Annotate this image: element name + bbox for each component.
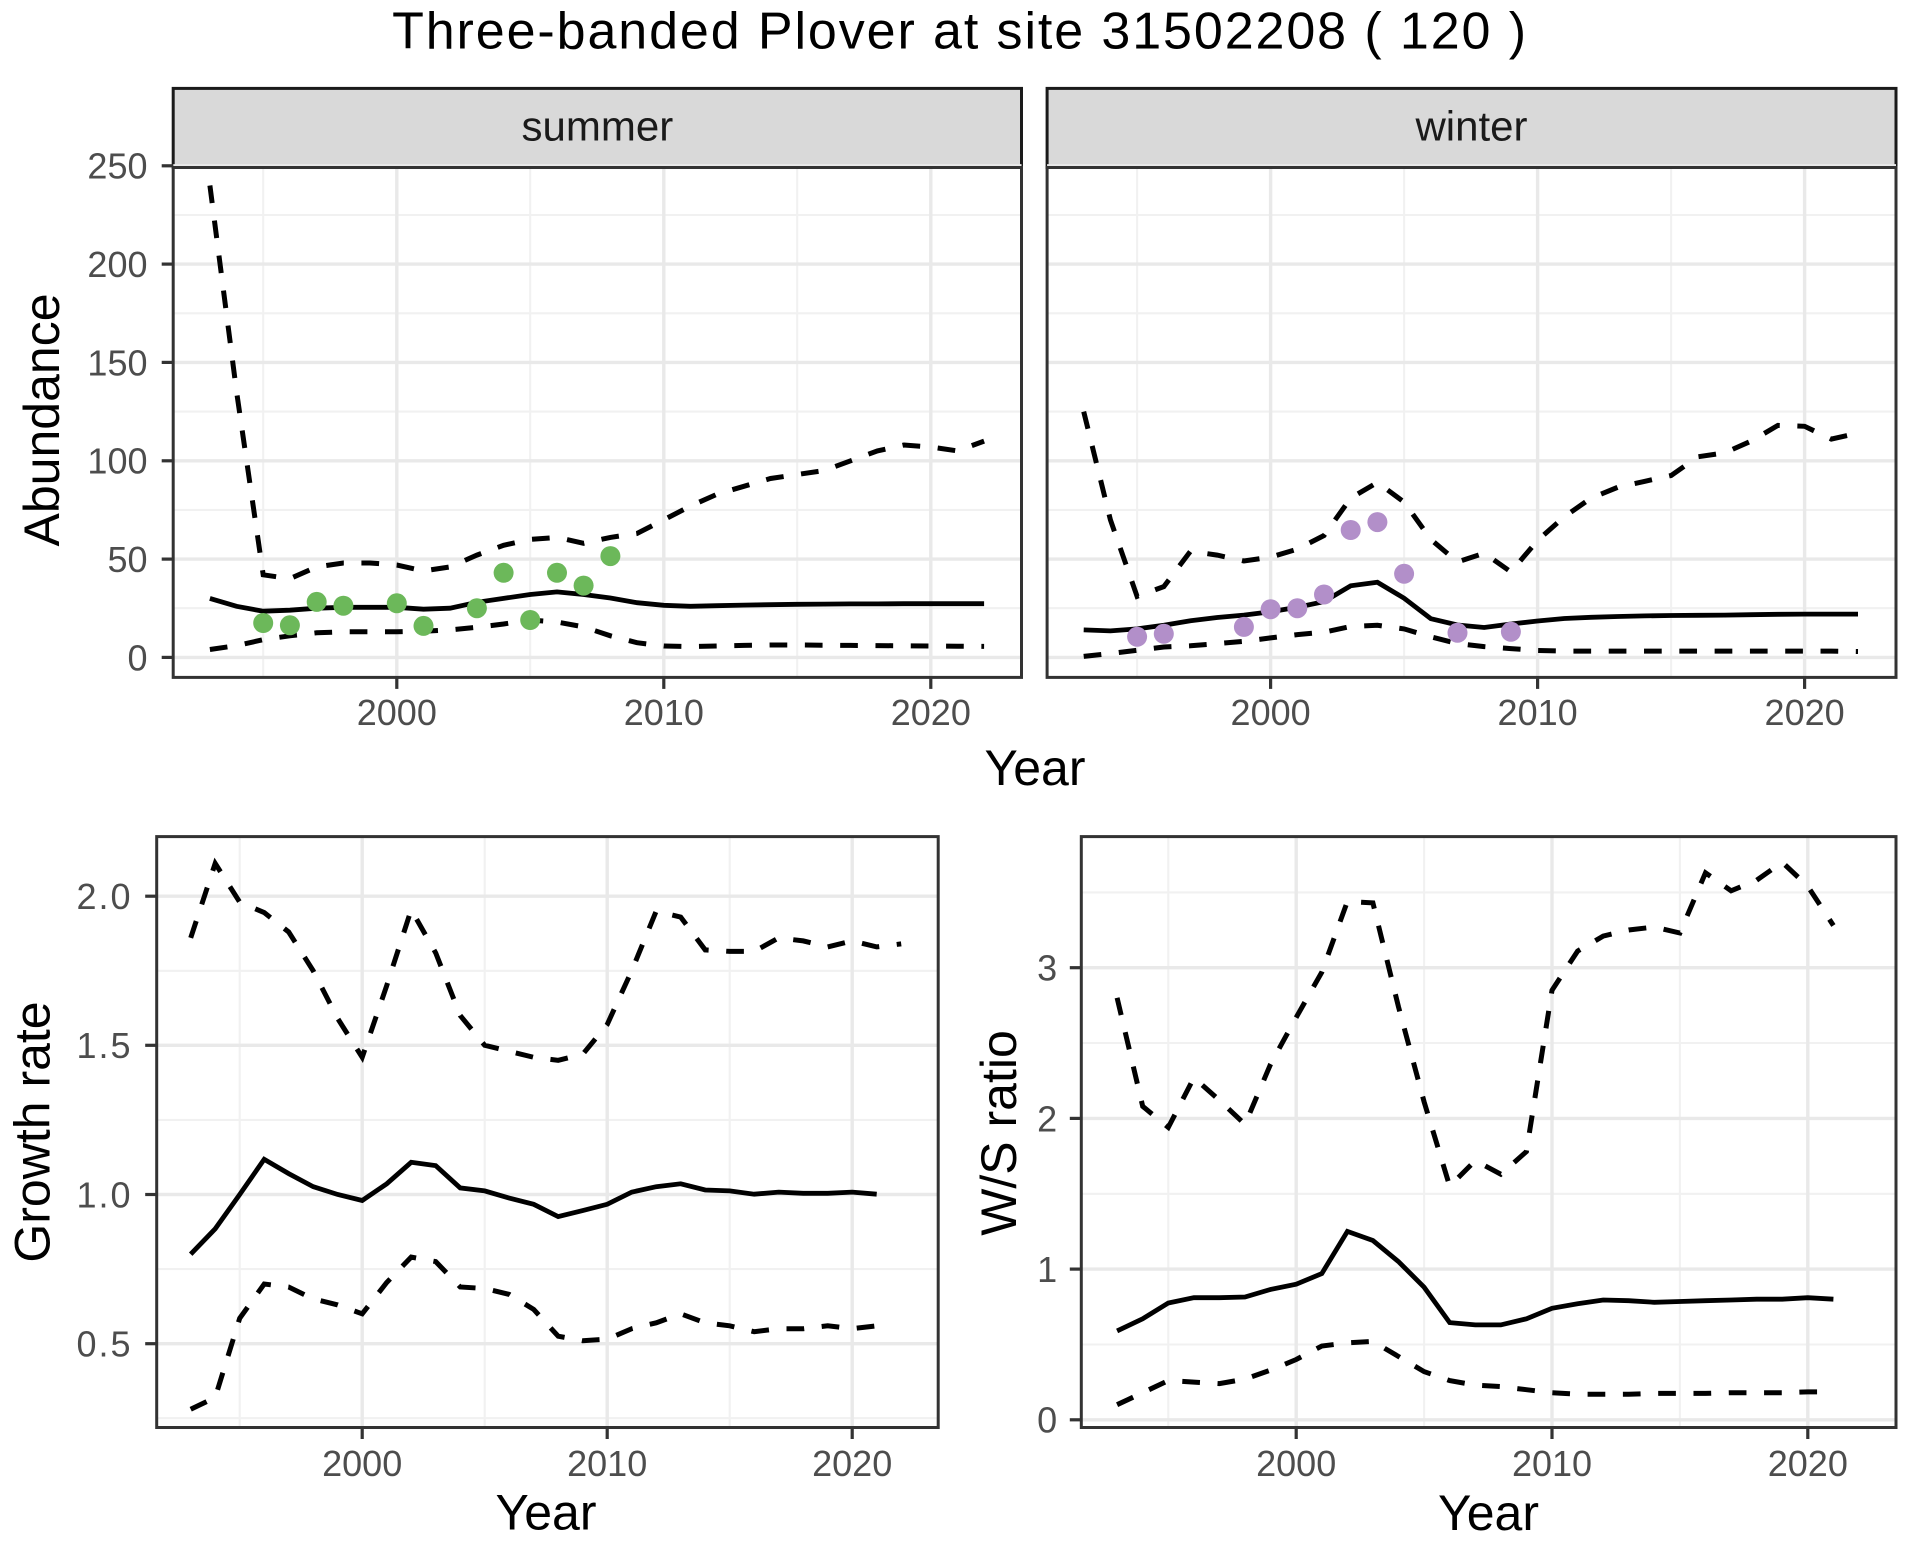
- svg-text:2010: 2010: [1498, 692, 1578, 733]
- svg-text:3: 3: [1037, 948, 1057, 989]
- svg-text:2.0: 2.0: [76, 876, 132, 917]
- svg-text:Year: Year: [984, 740, 1085, 796]
- svg-text:0.5: 0.5: [76, 1324, 132, 1365]
- svg-text:Year: Year: [495, 1485, 596, 1541]
- svg-text:Three-banded Plover at site 31: Three-banded Plover at site 31502208 ( 1…: [392, 3, 1528, 61]
- svg-text:2: 2: [1037, 1098, 1057, 1139]
- svg-text:2010: 2010: [567, 1443, 647, 1484]
- svg-text:2020: 2020: [812, 1443, 892, 1484]
- svg-text:1.5: 1.5: [76, 1025, 132, 1066]
- svg-text:2020: 2020: [891, 692, 971, 733]
- svg-text:100: 100: [87, 441, 147, 482]
- svg-text:W/S ratio: W/S ratio: [971, 1030, 1027, 1236]
- svg-text:2000: 2000: [1231, 692, 1311, 733]
- svg-text:summer: summer: [522, 103, 674, 150]
- svg-text:Abundance: Abundance: [14, 293, 70, 546]
- svg-text:2000: 2000: [357, 692, 437, 733]
- svg-text:Year: Year: [1438, 1485, 1539, 1541]
- svg-text:Growth rate: Growth rate: [5, 1001, 61, 1262]
- svg-text:2000: 2000: [322, 1443, 402, 1484]
- svg-text:1.0: 1.0: [76, 1174, 132, 1215]
- svg-text:200: 200: [87, 244, 147, 285]
- svg-text:250: 250: [87, 146, 147, 187]
- svg-text:2020: 2020: [1765, 692, 1845, 733]
- svg-text:1: 1: [1037, 1249, 1057, 1290]
- svg-text:2020: 2020: [1768, 1443, 1848, 1484]
- svg-text:150: 150: [87, 342, 147, 383]
- svg-text:0: 0: [127, 637, 147, 678]
- svg-text:winter: winter: [1414, 103, 1527, 150]
- svg-text:2010: 2010: [624, 692, 704, 733]
- svg-text:0: 0: [1037, 1400, 1057, 1441]
- svg-text:2000: 2000: [1256, 1443, 1336, 1484]
- svg-text:2010: 2010: [1512, 1443, 1592, 1484]
- svg-text:50: 50: [107, 539, 147, 580]
